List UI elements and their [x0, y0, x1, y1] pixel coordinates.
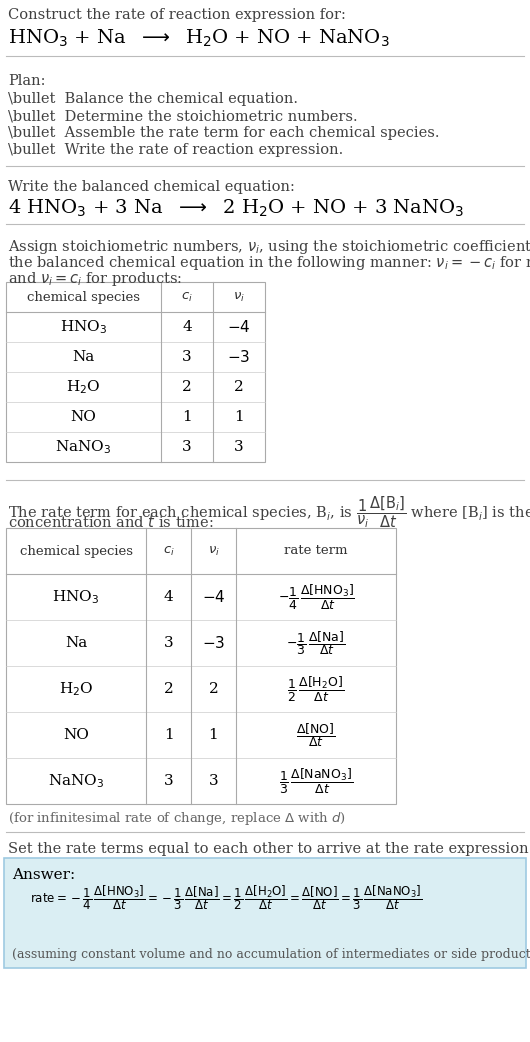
Text: 3: 3	[182, 440, 192, 454]
Text: $-3$: $-3$	[202, 635, 225, 651]
Text: 4: 4	[182, 320, 192, 334]
Text: Na: Na	[73, 350, 95, 364]
Text: 1: 1	[164, 728, 173, 742]
Text: HNO$_3$: HNO$_3$	[60, 318, 107, 336]
Text: HNO$_3$: HNO$_3$	[52, 588, 100, 605]
Text: 2: 2	[209, 683, 218, 696]
Text: 3: 3	[182, 350, 192, 364]
Text: HNO$_3$ + Na  $\longrightarrow$  H$_2$O + NO + NaNO$_3$: HNO$_3$ + Na $\longrightarrow$ H$_2$O + …	[8, 28, 390, 49]
Text: NO: NO	[63, 728, 89, 742]
Text: $\dfrac{1}{2}\,\dfrac{\Delta[\mathrm{H_2O}]}{\Delta t}$: $\dfrac{1}{2}\,\dfrac{\Delta[\mathrm{H_2…	[287, 674, 345, 703]
Text: 3: 3	[164, 636, 173, 650]
Text: $\nu_i$: $\nu_i$	[233, 291, 245, 303]
Text: $-\dfrac{1}{4}\,\dfrac{\Delta[\mathrm{HNO_3}]}{\Delta t}$: $-\dfrac{1}{4}\,\dfrac{\Delta[\mathrm{HN…	[278, 582, 355, 612]
Text: 4 HNO$_3$ + 3 Na  $\longrightarrow$  2 H$_2$O + NO + 3 NaNO$_3$: 4 HNO$_3$ + 3 Na $\longrightarrow$ 2 H$_…	[8, 198, 464, 219]
Text: \bullet  Determine the stoichiometric numbers.: \bullet Determine the stoichiometric num…	[8, 109, 358, 123]
Text: NaNO$_3$: NaNO$_3$	[48, 772, 104, 790]
Text: H$_2$O: H$_2$O	[59, 680, 93, 698]
Text: $\dfrac{\Delta[\mathrm{NO}]}{\Delta t}$: $\dfrac{\Delta[\mathrm{NO}]}{\Delta t}$	[296, 721, 335, 749]
Text: $-\dfrac{1}{3}\,\dfrac{\Delta[\mathrm{Na}]}{\Delta t}$: $-\dfrac{1}{3}\,\dfrac{\Delta[\mathrm{Na…	[286, 629, 346, 656]
Text: (assuming constant volume and no accumulation of intermediates or side products): (assuming constant volume and no accumul…	[12, 948, 530, 961]
Text: 2: 2	[234, 380, 244, 394]
Text: $c_i$: $c_i$	[163, 545, 174, 557]
Text: 3: 3	[209, 774, 218, 788]
Text: Assign stoichiometric numbers, $\nu_i$, using the stoichiometric coefficients, $: Assign stoichiometric numbers, $\nu_i$, …	[8, 238, 530, 256]
Text: H$_2$O: H$_2$O	[66, 378, 101, 396]
Text: Plan:: Plan:	[8, 74, 46, 88]
Text: Write the balanced chemical equation:: Write the balanced chemical equation:	[8, 180, 295, 194]
Text: \bullet  Assemble the rate term for each chemical species.: \bullet Assemble the rate term for each …	[8, 126, 439, 140]
Text: the balanced chemical equation in the following manner: $\nu_i = -c_i$ for react: the balanced chemical equation in the fo…	[8, 254, 530, 272]
Text: $-3$: $-3$	[227, 349, 251, 365]
Text: \bullet  Balance the chemical equation.: \bullet Balance the chemical equation.	[8, 92, 298, 106]
Text: $\nu_i$: $\nu_i$	[208, 545, 219, 557]
Text: Set the rate terms equal to each other to arrive at the rate expression:: Set the rate terms equal to each other t…	[8, 842, 530, 855]
Text: 1: 1	[234, 410, 244, 424]
Text: $c_i$: $c_i$	[181, 291, 193, 303]
Text: The rate term for each chemical species, B$_i$, is $\dfrac{1}{\nu_i}\dfrac{\Delt: The rate term for each chemical species,…	[8, 494, 530, 529]
Text: Answer:: Answer:	[12, 868, 75, 882]
Bar	[6, 282, 265, 462]
Text: 3: 3	[164, 774, 173, 788]
Text: $-4$: $-4$	[202, 589, 225, 605]
Text: Na: Na	[65, 636, 87, 650]
Text: (for infinitesimal rate of change, replace $\Delta$ with $d$): (for infinitesimal rate of change, repla…	[8, 810, 346, 827]
Text: chemical species: chemical species	[27, 291, 140, 303]
Text: $\dfrac{1}{3}\,\dfrac{\Delta[\mathrm{NaNO_3}]}{\Delta t}$: $\dfrac{1}{3}\,\dfrac{\Delta[\mathrm{NaN…	[279, 767, 353, 795]
Text: rate term: rate term	[284, 545, 348, 557]
Text: 1: 1	[209, 728, 218, 742]
Text: $\mathrm{rate} = -\dfrac{1}{4}\,\dfrac{\Delta[\mathrm{HNO_3}]}{\Delta t} = -\dfr: $\mathrm{rate} = -\dfrac{1}{4}\,\dfrac{\…	[30, 884, 422, 913]
Text: 2: 2	[164, 683, 173, 696]
Bar	[4, 858, 526, 968]
Text: 4: 4	[164, 590, 173, 604]
Text: \bullet  Write the rate of reaction expression.: \bullet Write the rate of reaction expre…	[8, 143, 343, 157]
Text: NaNO$_3$: NaNO$_3$	[55, 438, 112, 455]
Text: $-4$: $-4$	[227, 319, 251, 334]
Text: 2: 2	[182, 380, 192, 394]
Text: and $\nu_i = c_i$ for products:: and $\nu_i = c_i$ for products:	[8, 270, 182, 288]
Text: Construct the rate of reaction expression for:: Construct the rate of reaction expressio…	[8, 8, 346, 22]
Bar	[6, 528, 396, 804]
Text: NO: NO	[70, 410, 96, 424]
Text: 3: 3	[234, 440, 244, 454]
Text: chemical species: chemical species	[20, 545, 132, 557]
Text: 1: 1	[182, 410, 192, 424]
Text: concentration and $t$ is time:: concentration and $t$ is time:	[8, 514, 214, 530]
